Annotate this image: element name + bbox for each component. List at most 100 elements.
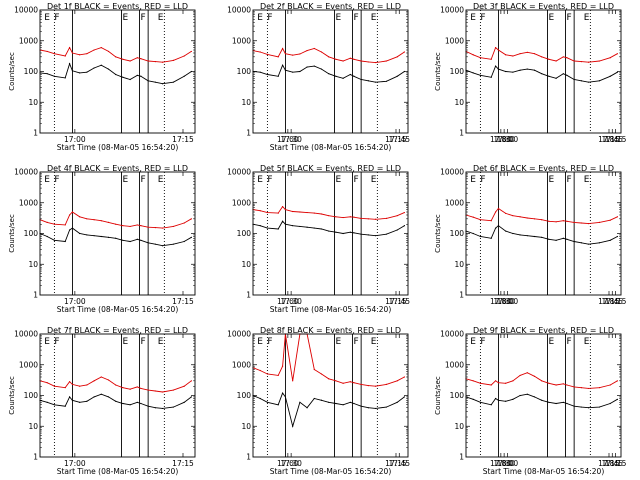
data-point [93, 219, 95, 221]
data-point [79, 385, 81, 387]
y-tick-label: 1000 [232, 198, 251, 207]
marker-label: F [140, 337, 145, 347]
data-point [100, 393, 102, 395]
data-point [306, 211, 308, 214]
chart-title: Det 8f BLACK = Events, RED = LLD [260, 326, 401, 335]
data-point [396, 380, 398, 382]
data-point [183, 222, 185, 224]
data-point [107, 68, 110, 70]
data-point [107, 379, 110, 381]
data-point [349, 231, 351, 233]
data-point [616, 235, 618, 238]
series-line [252, 64, 405, 83]
data-point [609, 57, 611, 59]
data-point [147, 226, 149, 228]
marker-label: E [122, 175, 128, 185]
data-point [479, 235, 482, 238]
data-point [306, 226, 308, 228]
data-point [573, 78, 575, 81]
data-point [526, 372, 528, 374]
data-point [562, 383, 564, 385]
series-line [39, 376, 192, 393]
data-point [266, 227, 269, 229]
data-point [403, 225, 405, 227]
data-point [147, 80, 149, 82]
data-point [566, 74, 568, 76]
plot-frame [465, 333, 622, 458]
data-point [555, 221, 557, 223]
data-point [183, 401, 185, 403]
data-point [472, 232, 474, 235]
data-point [360, 233, 362, 235]
y-tick-label: 1000 [445, 360, 464, 369]
chart-title: Det 3f BLACK = Events, RED = LLD [473, 2, 614, 11]
marker-label: E [548, 13, 554, 23]
data-point [573, 405, 575, 407]
data-point [115, 56, 117, 58]
data-point [580, 60, 582, 63]
data-point [281, 205, 284, 208]
data-point [129, 60, 131, 62]
chart-panel: Det 3f BLACK = Events, RED = LLD 1 10 100 10… [434, 2, 622, 144]
series-line [39, 227, 192, 247]
data-point [277, 404, 279, 406]
data-point [573, 386, 575, 388]
data-point [616, 380, 618, 382]
data-point [479, 74, 482, 76]
data-point [573, 221, 575, 223]
data-point [71, 383, 74, 385]
data-point [299, 70, 301, 73]
data-point [367, 407, 369, 409]
x-tick-label: 17:00 [277, 459, 299, 468]
data-point [360, 405, 362, 407]
data-point [505, 54, 507, 56]
data-point [598, 221, 600, 223]
data-point [64, 240, 66, 243]
data-point [526, 235, 528, 237]
data-point [183, 75, 185, 77]
x-tick-label: 17:15 [172, 297, 194, 306]
chart-title: Det 9f BLACK = Events, RED = LLD [473, 326, 614, 335]
data-point [320, 373, 323, 375]
data-point [277, 228, 279, 230]
marker-label: E [44, 13, 50, 23]
data-point [541, 56, 543, 58]
data-point [349, 401, 351, 403]
data-point [548, 220, 550, 222]
data-point [490, 76, 492, 78]
x-tick-label: 17:00 [490, 297, 512, 306]
chart-title: Det 5f BLACK = Events, RED = LLD [260, 164, 401, 173]
data-point [616, 398, 618, 400]
data-point [374, 235, 377, 237]
data-point [494, 380, 497, 382]
x-tick-label: 18:15 [605, 297, 627, 306]
y-tick-label: 1000 [232, 36, 251, 45]
data-point [616, 216, 618, 218]
chart-panel: Det 8f BLACK = Events, RED = LLD 1 10 100 10… [227, 326, 623, 476]
data-point [512, 55, 514, 57]
data-point [335, 58, 337, 60]
data-point [136, 57, 138, 59]
data-point [335, 231, 337, 233]
data-point [172, 389, 174, 391]
data-point [526, 393, 528, 395]
data-point [93, 235, 95, 237]
data-point [328, 56, 330, 58]
marker-label: E [371, 337, 377, 347]
data-point [497, 49, 500, 51]
data-point [64, 405, 66, 407]
y-tick-label: 10 [28, 422, 38, 431]
y-tick-label: 1000 [445, 198, 464, 207]
data-point [154, 81, 156, 83]
data-point [587, 81, 590, 83]
data-point [580, 222, 582, 224]
data-point [172, 59, 174, 61]
plot-frame [39, 171, 196, 296]
x-axis-label: Start Time (08-Mar-05 16:54:20) [57, 467, 179, 476]
x-tick-label: 17:45 [601, 135, 623, 144]
data-point [313, 397, 315, 400]
data-point [107, 221, 110, 223]
marker-label: E [122, 337, 128, 347]
y-tick-label: 10000 [14, 168, 38, 177]
x-tick-label: 17:15 [385, 297, 407, 306]
